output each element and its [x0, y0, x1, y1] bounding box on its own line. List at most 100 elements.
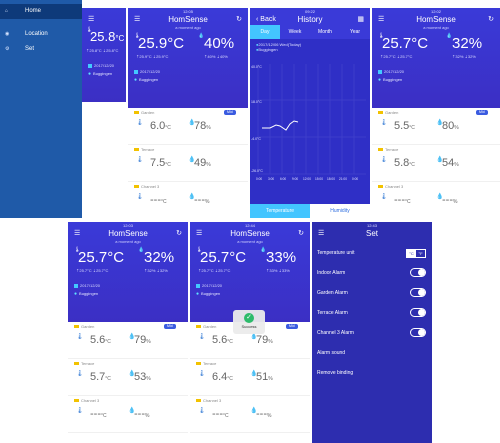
indoor-temp: 25.7°C — [78, 249, 125, 266]
date-label: 2017/12/20 — [372, 67, 500, 76]
sensor-card[interactable]: Terrace 🌡 6.4°C 💧 51% — [190, 359, 310, 396]
tab-week[interactable]: Week — [288, 29, 302, 35]
pin-icon: ● — [134, 77, 138, 83]
temperature-unit-row: Temperature unit °C °F — [312, 243, 432, 263]
menu-icon[interactable]: ☰ — [318, 230, 325, 237]
signal-badge: Mid — [286, 324, 298, 329]
thermometer-icon: 🌡 — [196, 247, 203, 253]
unit-celsius[interactable]: °C — [407, 250, 416, 257]
battery-icon — [74, 325, 79, 329]
x-tick-label: 9:00 — [292, 177, 298, 181]
channel3-alarm-toggle[interactable] — [410, 328, 426, 337]
droplet-icon: 💧 — [250, 371, 258, 377]
tab-humidity[interactable]: Humidity — [310, 204, 370, 218]
sensor-temp: 5.8°C — [394, 157, 415, 169]
terrace-alarm-toggle[interactable] — [410, 308, 426, 317]
thermometer-icon: 🌡 — [198, 334, 206, 340]
refresh-icon[interactable]: ↻ — [488, 16, 494, 23]
channel3-alarm-row: Channel 3 Alarm — [312, 323, 432, 343]
battery-icon — [378, 148, 383, 152]
home-icon: ⌂ — [5, 8, 9, 14]
humidity-minmax: ⇡32% ⇣32% — [144, 268, 168, 273]
sensor-card[interactable]: Garden Mid 🌡 5.5°C 💧 80% — [372, 108, 500, 145]
sensor-card[interactable]: Terrace 🌡 5.7°C 💧 53% — [68, 359, 188, 396]
sensor-name: Channel 3 — [134, 184, 159, 189]
date-label: 2017/12/20 — [82, 61, 126, 70]
app-title: HomSense — [168, 15, 208, 24]
tab-temperature[interactable]: Temperature — [250, 204, 310, 218]
temp-minmax: ⇡25.7°C ⇣25.7°C — [76, 268, 109, 273]
temp-minmax: ⇡25.7°C ⇣25.7°C — [198, 268, 231, 273]
battery-icon — [74, 399, 79, 403]
pin-icon: ● — [256, 47, 259, 52]
refresh-icon[interactable]: ↻ — [236, 16, 242, 23]
x-tick-label: 6:00 — [280, 177, 286, 181]
sensor-temp: ---°C — [90, 408, 107, 420]
sensor-card[interactable]: Garden Mid 🌡 6.0°C 💧 78% — [128, 108, 248, 145]
check-icon: ✓ — [244, 313, 254, 323]
sensor-temp: 5.5°C — [394, 120, 415, 132]
y-tick-label: 18.0°C — [251, 100, 262, 104]
indoor-alarm-toggle[interactable] — [410, 268, 426, 277]
sidebar: ⌂ Home ◉ Location ⚙ Set — [0, 0, 82, 218]
sidebar-item-label: Location — [25, 31, 48, 37]
refresh-icon[interactable]: ↻ — [298, 230, 304, 237]
sensor-list: Garden Mid 🌡 5.5°C 💧 80% Terrace 🌡 5.8°C 💧 54% Chan… — [372, 108, 500, 218]
sensor-card[interactable]: Garden Mid 🌡 5.6°C 💧 79% — [190, 322, 310, 359]
settings-screen: 12:43 ☰ Set Temperature unit °C °F Indoor… — [312, 222, 432, 443]
sidebar-item-location[interactable]: ◉ Location — [0, 27, 82, 42]
sensor-temp: ---°C — [212, 408, 229, 420]
menu-icon[interactable]: ☰ — [378, 16, 385, 23]
droplet-icon: 💧 — [436, 194, 444, 200]
calendar-icon[interactable]: ▦ — [357, 16, 364, 23]
tab-month[interactable]: Month — [318, 29, 332, 35]
sensor-card[interactable]: Terrace 🌡 5.8°C 💧 54% — [372, 145, 500, 182]
pin-icon: ● — [378, 77, 382, 83]
indoor-alarm-row: Indoor Alarm — [312, 263, 432, 283]
temp-minmax: ⇡25.7°C ⇣25.7°C — [380, 54, 413, 59]
thermometer-icon: 🌡 — [136, 120, 144, 126]
indoor-humidity: 32% — [144, 249, 175, 266]
remove-binding-row[interactable]: Remove binding — [317, 370, 354, 376]
unit-fahrenheit[interactable]: °F — [418, 251, 423, 256]
back-button[interactable]: ‹ Back — [256, 16, 276, 23]
thermometer-icon: 🌡 — [76, 371, 84, 377]
sensor-card[interactable]: Terrace 🌡 7.5°C 💧 49% — [128, 145, 248, 182]
pin-icon: ● — [88, 71, 92, 77]
sensor-card[interactable]: Channel 3 🌡 ---°C 💧 ---% — [190, 396, 310, 433]
menu-icon[interactable]: ☰ — [88, 16, 95, 23]
droplet-icon: 💧 — [138, 247, 145, 253]
thermometer-icon: 🌡 — [136, 157, 144, 163]
sidebar-item-home[interactable]: ⌂ Home — [0, 4, 82, 19]
menu-icon[interactable]: ☰ — [74, 230, 81, 237]
history-location: ●Buggingen — [256, 47, 278, 52]
garden-alarm-toggle[interactable] — [410, 288, 426, 297]
tab-year[interactable]: Year — [349, 29, 361, 35]
droplet-icon: 💧 — [188, 120, 196, 126]
home-screen-2: 12:05 ☰ HomSense ↻ a moment ago 🌡 25.9°C 💧… — [128, 8, 248, 218]
sensor-list: Garden Mid 🌡 5.6°C 💧 79% Terrace 🌡 5.7°C 💧 53% Chan… — [68, 322, 188, 433]
sensor-name: Channel 3 — [196, 398, 221, 403]
menu-icon[interactable]: ☰ — [134, 16, 141, 23]
indoor-humidity: 32% — [452, 35, 483, 52]
refresh-icon[interactable]: ↻ — [176, 230, 182, 237]
thermometer-icon: 🌡 — [76, 334, 84, 340]
y-tick-label: -26.0°C — [251, 169, 263, 173]
indoor-temp: 25.7°C — [382, 35, 429, 52]
battery-icon — [378, 185, 383, 189]
temperature-unit-selector[interactable]: °C °F — [406, 249, 426, 258]
battery-icon — [134, 185, 139, 189]
sidebar-item-set[interactable]: ⚙ Set — [0, 42, 82, 57]
alarm-sound-row[interactable]: Alarm sound — [317, 350, 346, 356]
sensor-card[interactable]: Channel 3 🌡 ---°C 💧 ---% — [372, 182, 500, 218]
sensor-card[interactable]: Channel 3 🌡 ---°C 💧 ---% — [128, 182, 248, 218]
x-tick-label: 3:00 — [268, 177, 274, 181]
battery-icon — [378, 111, 383, 115]
menu-icon[interactable]: ☰ — [196, 230, 203, 237]
sensor-card[interactable]: Garden Mid 🌡 5.6°C 💧 79% — [68, 322, 188, 359]
tab-day[interactable]: Day — [250, 25, 280, 39]
sensor-humidity: 80% — [442, 120, 459, 132]
sensor-card[interactable]: Channel 3 🌡 ---°C 💧 ---% — [68, 396, 188, 433]
indoor-humidity: 40% — [204, 35, 235, 52]
sensor-name: Terrace — [74, 361, 94, 366]
